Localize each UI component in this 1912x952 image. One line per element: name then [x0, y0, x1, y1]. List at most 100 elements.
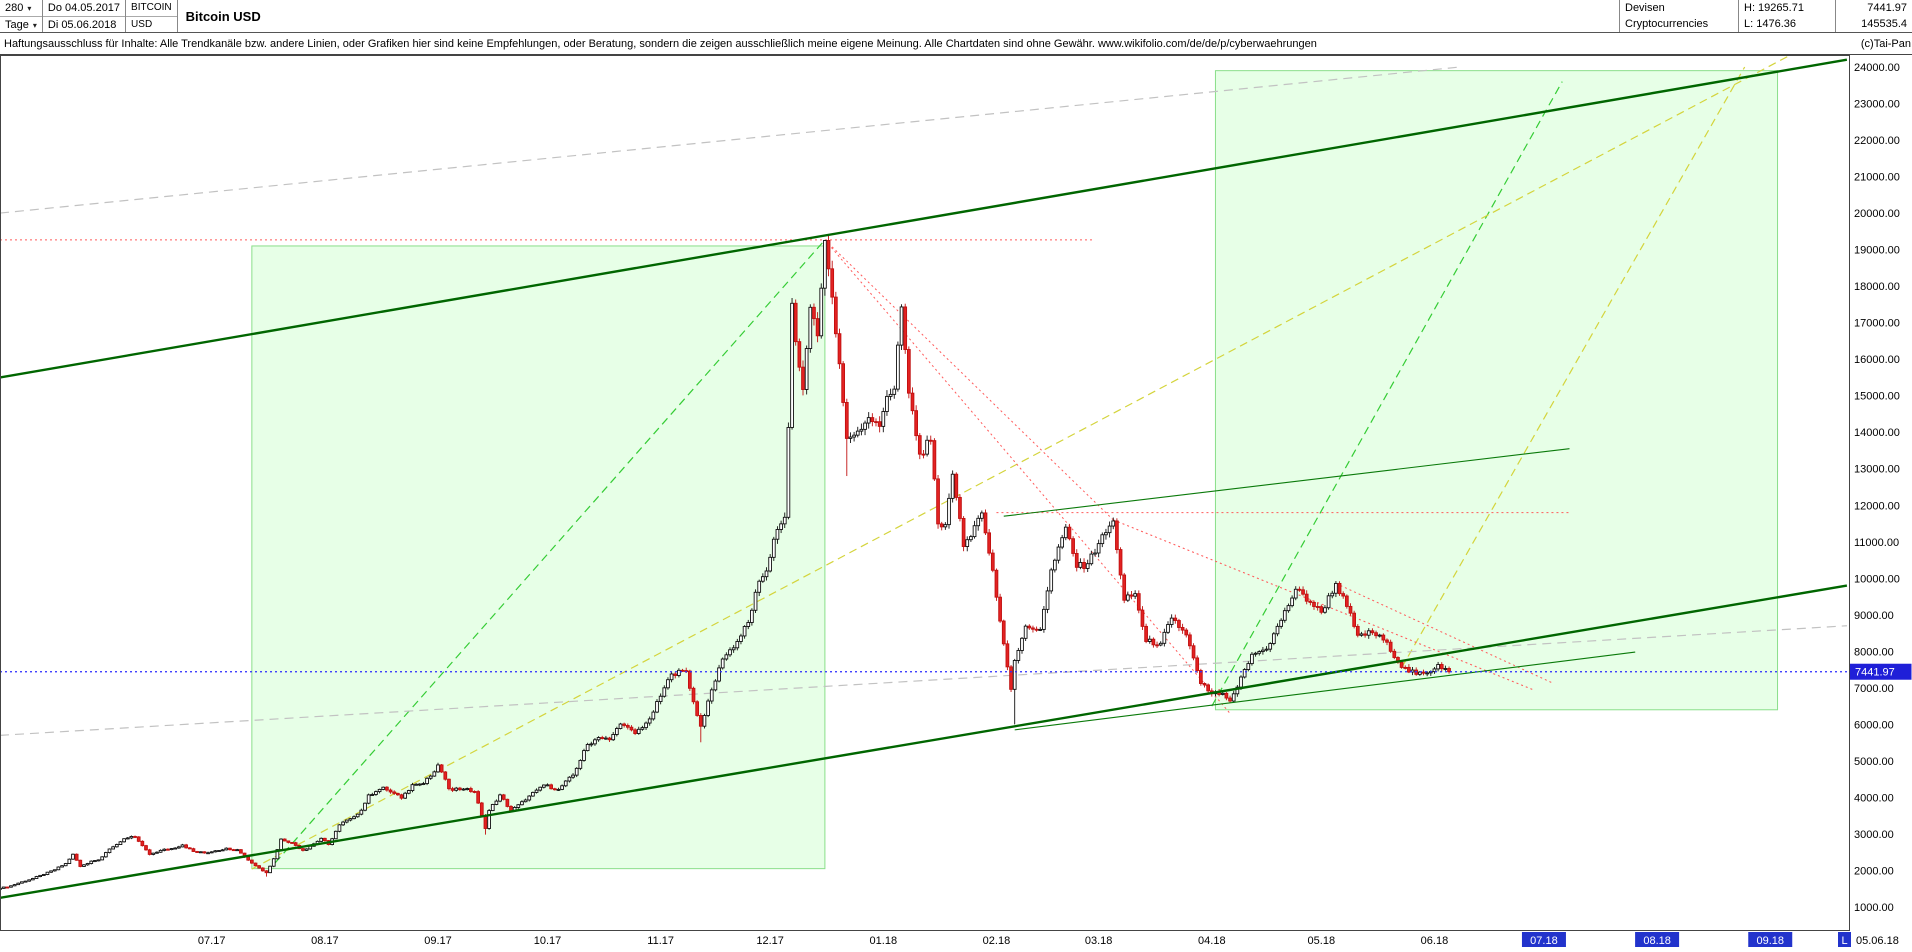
future-month-label: 09.18	[1756, 935, 1784, 947]
candle-body	[304, 848, 309, 851]
date-range[interactable]: Do 04.05.2017 Di 05.06.2018	[42, 0, 127, 32]
candle-body	[425, 777, 429, 785]
candle-body	[1436, 664, 1440, 670]
future-month-chip	[1748, 932, 1793, 947]
candle-body	[720, 658, 725, 669]
month-label: 08.17	[311, 935, 339, 947]
candle-body	[538, 786, 543, 791]
candle-body	[1012, 660, 1017, 690]
candle-body	[498, 794, 502, 802]
candle-body	[151, 852, 156, 855]
bars-count[interactable]: 280	[5, 1, 24, 14]
toolbar: 280 ▾ Tage ▾ Do 04.05.2017 Di 05.06.2018 B…	[0, 0, 1912, 33]
chart-area[interactable]: 7441.97 1000.00 2000.00 3000.00 4000.00 5000.…	[0, 55, 1912, 952]
candle-body	[1334, 582, 1338, 594]
price-axis-label: 14000.00	[1854, 427, 1900, 439]
candle-body	[1425, 672, 1429, 675]
candle-body	[746, 622, 751, 627]
price-axis-label: 7000.00	[1854, 683, 1894, 695]
symbol-label: BITCOIN	[126, 0, 177, 17]
candle-body	[158, 849, 163, 853]
candle-body	[359, 809, 364, 815]
candle-body	[578, 759, 583, 769]
candle-body	[1111, 520, 1116, 527]
candle-body	[702, 715, 707, 727]
candle-body	[520, 801, 524, 806]
candle-body	[1330, 592, 1335, 597]
candle-body	[549, 784, 553, 790]
candle-body	[246, 856, 251, 861]
candle-body	[928, 439, 933, 442]
candle-body	[651, 711, 656, 720]
candle-body	[23, 880, 28, 883]
candle-body	[381, 786, 386, 790]
candle-body	[954, 473, 959, 498]
trend-line	[1003, 448, 1570, 517]
candle-body	[260, 867, 265, 872]
candle-body	[713, 680, 718, 691]
candle-body	[1359, 633, 1364, 636]
candle-body	[56, 866, 61, 871]
candle-body	[1115, 520, 1119, 551]
future-month-label: 08.18	[1643, 935, 1671, 947]
candle-body	[863, 422, 867, 430]
candle-body	[1158, 642, 1163, 646]
candle-body	[921, 453, 926, 456]
candle-body	[757, 580, 762, 593]
candle-body	[191, 848, 196, 852]
candle-body	[85, 863, 90, 866]
candle-body	[209, 851, 214, 854]
candle-body	[439, 764, 444, 773]
month-label: 11.17	[647, 935, 674, 947]
future-month-chip	[1635, 932, 1680, 947]
candle-body	[1144, 625, 1148, 642]
candle-body	[417, 783, 422, 786]
candle-body	[129, 836, 134, 839]
period-selector[interactable]: 280 ▾ Tage ▾	[0, 0, 43, 32]
candle-body	[574, 767, 579, 776]
candle-body	[910, 392, 915, 412]
candle-body	[60, 865, 64, 868]
candle-body	[625, 724, 630, 728]
candle-body	[983, 512, 988, 534]
candle-body	[494, 800, 499, 805]
month-label: 12.17	[756, 935, 784, 947]
candle-body	[388, 789, 393, 793]
candle-body	[118, 841, 123, 845]
candle-body	[1352, 612, 1356, 627]
candle-body	[647, 718, 652, 724]
candle-body	[16, 882, 21, 886]
candle-body	[293, 842, 298, 846]
candle-body	[516, 804, 521, 808]
candle-body	[622, 723, 626, 726]
candle-body	[1100, 534, 1105, 545]
date-from[interactable]: Do 04.05.2017	[42, 0, 126, 17]
candle-body	[144, 845, 148, 851]
period-unit[interactable]: Tage	[5, 18, 29, 31]
candle-body	[82, 864, 86, 867]
candle-body	[1169, 617, 1174, 625]
price-axis-label: 4000.00	[1854, 792, 1894, 804]
candle-body	[1355, 625, 1360, 636]
candle-body	[67, 858, 72, 864]
candle-body	[1268, 643, 1273, 650]
candle-body	[1370, 630, 1375, 634]
candle-body	[972, 525, 977, 538]
candle-body	[1319, 606, 1324, 613]
price-axis-label: 17000.00	[1854, 318, 1900, 330]
candle-body	[301, 848, 305, 851]
candle-body	[724, 654, 729, 660]
date-to[interactable]: Di 05.06.2018	[47, 18, 117, 31]
candle-body	[615, 728, 619, 735]
low-value: L: 1476.36	[1744, 18, 1796, 30]
toolbar-spacer	[269, 0, 1619, 32]
candle-body	[1, 886, 6, 889]
candle-body	[779, 523, 783, 530]
candle-body	[1104, 532, 1108, 536]
candle-body	[531, 791, 535, 797]
candle-body	[184, 844, 188, 849]
price-axis-label: 18000.00	[1854, 281, 1900, 293]
candle-body	[1326, 595, 1331, 609]
candle-body	[556, 788, 561, 791]
candle-body	[855, 430, 860, 436]
